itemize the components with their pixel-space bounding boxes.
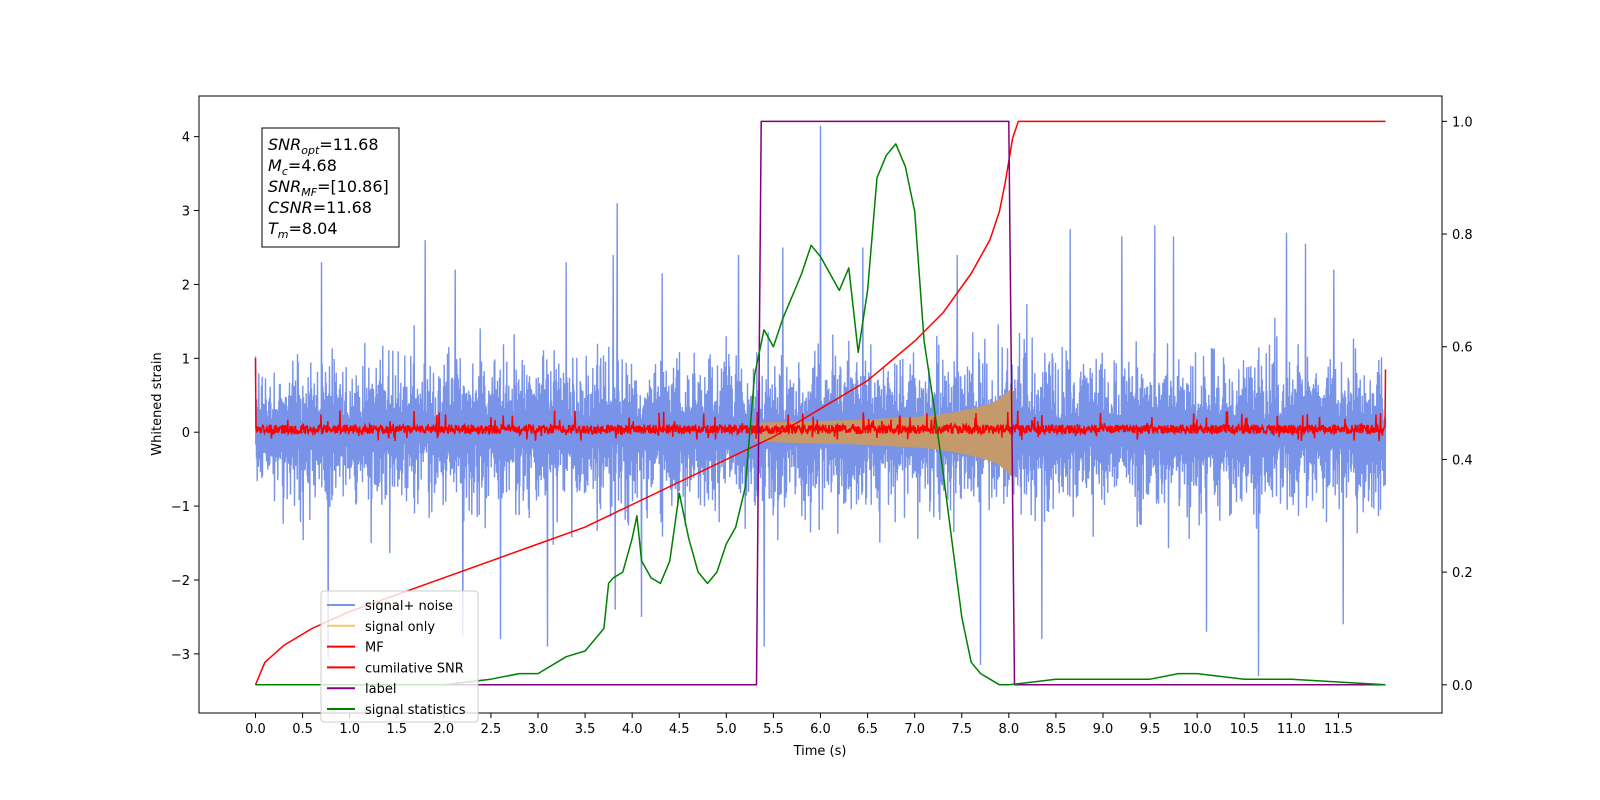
legend-label: signal only — [365, 620, 435, 635]
x-tick-label: 1.0 — [339, 722, 360, 737]
x-axis-ticks: 0.0 0.5 1.0 1.5 2.0 2.5 3.0 3.5 4.0 4.5 5.0 5.5 6.0 6… — [245, 713, 1353, 737]
x-tick-label: 0.5 — [292, 722, 313, 737]
x-tick-label: 5.5 — [763, 722, 784, 737]
y-tick-label: 0 — [182, 426, 190, 441]
legend-label: signal+ noise — [365, 599, 453, 614]
legend: signal+ noise signal only MF cumilative SNR… — [320, 590, 479, 723]
x-tick-label: 8.5 — [1046, 722, 1067, 737]
annotation-line: CSNR=11.68 — [268, 198, 372, 217]
y-axis-label: Whitened strain — [150, 352, 165, 455]
series-label — [255, 120, 1386, 686]
x-tick-label: 4.0 — [622, 722, 643, 737]
y2-tick-label: 0.2 — [1452, 566, 1473, 581]
x-tick-label: 11.5 — [1324, 722, 1353, 737]
x-tick-label: 4.5 — [669, 722, 690, 737]
x-tick-label: 2.0 — [433, 722, 454, 737]
y2-tick-label: 0.6 — [1452, 341, 1473, 356]
y-tick-label: 2 — [182, 278, 190, 293]
x-tick-label: 0.0 — [245, 722, 266, 737]
legend-label: MF — [365, 641, 384, 656]
y-tick-label: −2 — [171, 574, 190, 589]
x-tick-label: 9.5 — [1140, 722, 1161, 737]
legend-label: signal statistics — [365, 703, 466, 718]
series-mf — [254, 358, 1387, 442]
y-tick-label: 3 — [182, 205, 190, 220]
x-tick-label: 7.5 — [951, 722, 972, 737]
annotation-line: Mc=4.68 — [268, 156, 337, 178]
x-tick-label: 10.0 — [1183, 722, 1212, 737]
y2-tick-label: 0.0 — [1452, 679, 1473, 694]
x-tick-label: 9.0 — [1093, 722, 1114, 737]
y2-tick-label: 1.0 — [1452, 115, 1473, 130]
x-tick-label: 1.5 — [386, 722, 407, 737]
x-tick-label: 3.5 — [575, 722, 596, 737]
x-tick-label: 10.5 — [1230, 722, 1259, 737]
legend-label: cumilative SNR — [365, 661, 464, 676]
y-tick-label: −1 — [171, 500, 190, 515]
annotation-frame — [261, 127, 400, 248]
x-tick-label: 7.0 — [904, 722, 925, 737]
y2-axis-ticks: 0.0 0.2 0.4 0.6 0.8 1.0 — [1442, 115, 1473, 694]
x-tick-label: 6.0 — [810, 722, 831, 737]
series-signal-statistics — [255, 143, 1386, 686]
x-axis-label: Time (s) — [793, 744, 847, 759]
x-tick-label: 2.5 — [481, 722, 502, 737]
annotation-line: Tm=8.04 — [268, 219, 338, 241]
legend-frame — [320, 590, 479, 723]
annotation-line: SNRopt=11.68 — [268, 135, 379, 157]
y2-tick-label: 0.4 — [1452, 453, 1473, 468]
series-signal-noise — [254, 125, 1387, 677]
y2-tick-label: 0.8 — [1452, 228, 1473, 243]
x-tick-label: 6.5 — [857, 722, 878, 737]
legend-label: label — [365, 682, 396, 697]
y-tick-label: 1 — [182, 352, 190, 367]
x-tick-label: 3.0 — [528, 722, 549, 737]
y-tick-label: 4 — [182, 131, 190, 146]
annotation-line: SNRMF=[10.86] — [268, 177, 389, 199]
y-axis-ticks: −3 −2 −1 0 1 2 3 4 — [171, 131, 199, 663]
annotation-box: SNRopt=11.68Mc=4.68SNRMF=[10.86]CSNR=11.… — [261, 127, 400, 248]
plot-content — [254, 120, 1387, 686]
y-tick-label: −3 — [171, 648, 190, 663]
x-tick-label: 11.0 — [1277, 722, 1306, 737]
x-tick-label: 5.0 — [716, 722, 737, 737]
x-tick-label: 8.0 — [998, 722, 1019, 737]
